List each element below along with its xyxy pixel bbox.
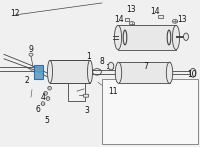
Ellipse shape <box>41 102 45 106</box>
Text: 13: 13 <box>177 15 187 24</box>
Circle shape <box>29 53 33 56</box>
FancyBboxPatch shape <box>83 94 89 97</box>
Ellipse shape <box>108 62 114 70</box>
Bar <box>50 60 90 83</box>
Ellipse shape <box>48 86 51 90</box>
Text: 2: 2 <box>25 76 29 85</box>
Text: 12: 12 <box>10 9 20 19</box>
Bar <box>34 65 43 79</box>
Text: 3: 3 <box>85 106 89 116</box>
Ellipse shape <box>172 25 180 50</box>
Text: 7: 7 <box>144 62 148 71</box>
Text: 4: 4 <box>41 92 45 102</box>
Text: 9: 9 <box>29 45 33 55</box>
Bar <box>118 62 170 83</box>
Text: 6: 6 <box>36 105 40 114</box>
Ellipse shape <box>46 97 50 100</box>
Text: 1: 1 <box>87 52 91 61</box>
Bar <box>68 83 85 101</box>
Circle shape <box>172 19 178 23</box>
FancyBboxPatch shape <box>158 15 163 18</box>
Text: 14: 14 <box>114 15 124 24</box>
Ellipse shape <box>190 68 196 77</box>
Ellipse shape <box>88 60 92 83</box>
Text: 5: 5 <box>45 116 49 125</box>
Ellipse shape <box>48 60 52 83</box>
Bar <box>102 79 198 144</box>
Text: 8: 8 <box>100 57 104 66</box>
Text: 14: 14 <box>150 7 160 16</box>
Bar <box>118 25 176 50</box>
FancyBboxPatch shape <box>125 18 129 21</box>
Text: 11: 11 <box>108 87 118 96</box>
Text: 13: 13 <box>126 5 136 14</box>
Ellipse shape <box>184 33 188 40</box>
Ellipse shape <box>114 25 122 50</box>
Text: 10: 10 <box>187 70 197 80</box>
Ellipse shape <box>166 62 173 83</box>
Circle shape <box>129 22 135 25</box>
Ellipse shape <box>115 62 122 83</box>
Ellipse shape <box>44 91 47 95</box>
